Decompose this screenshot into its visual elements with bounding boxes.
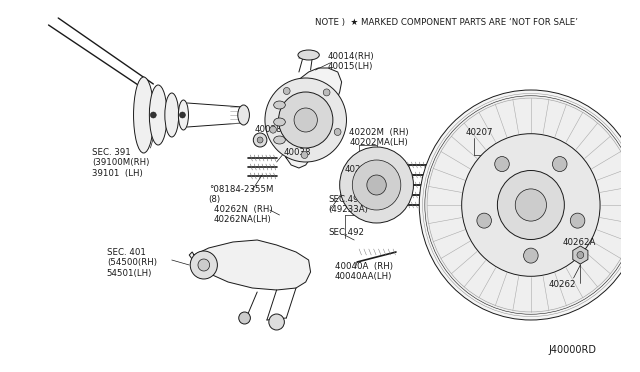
Ellipse shape <box>179 100 188 130</box>
Circle shape <box>269 126 276 133</box>
Ellipse shape <box>274 136 285 144</box>
Circle shape <box>577 251 584 259</box>
Text: SEC. 391
(39100M(RH)
39101  (LH): SEC. 391 (39100M(RH) 39101 (LH) <box>92 148 150 178</box>
Ellipse shape <box>150 112 156 118</box>
Text: SEC. 401
(54500(RH)
54501(LH): SEC. 401 (54500(RH) 54501(LH) <box>107 248 157 278</box>
Circle shape <box>515 189 547 221</box>
Circle shape <box>419 90 640 320</box>
Polygon shape <box>280 90 312 168</box>
Circle shape <box>495 157 509 171</box>
Text: 40038C: 40038C <box>254 125 288 134</box>
Text: 40262A: 40262A <box>563 238 596 247</box>
Ellipse shape <box>165 93 179 137</box>
Ellipse shape <box>274 101 285 109</box>
Text: ★: ★ <box>376 163 385 173</box>
Circle shape <box>461 134 600 276</box>
Circle shape <box>352 160 401 210</box>
Circle shape <box>340 147 413 223</box>
Ellipse shape <box>298 50 319 60</box>
Circle shape <box>269 314 284 330</box>
Circle shape <box>294 108 317 132</box>
Polygon shape <box>189 240 310 290</box>
Text: 40207: 40207 <box>466 128 493 137</box>
Circle shape <box>257 137 263 143</box>
Text: 40014(RH)
40015(LH): 40014(RH) 40015(LH) <box>328 52 374 71</box>
Text: 40262N  (RH)
40262NA(LH): 40262N (RH) 40262NA(LH) <box>214 205 272 224</box>
Text: NOTE )  ★ MARKED COMPONENT PARTS ARE ‘NOT FOR SALE’: NOTE ) ★ MARKED COMPONENT PARTS ARE ‘NOT… <box>316 18 579 27</box>
Circle shape <box>253 133 267 147</box>
Circle shape <box>265 78 346 162</box>
Circle shape <box>301 151 308 158</box>
Circle shape <box>190 251 218 279</box>
Ellipse shape <box>149 85 167 145</box>
Polygon shape <box>289 68 342 122</box>
Ellipse shape <box>274 118 285 126</box>
Circle shape <box>497 170 564 240</box>
Ellipse shape <box>134 77 154 153</box>
Ellipse shape <box>180 112 186 118</box>
Circle shape <box>367 175 387 195</box>
Circle shape <box>425 96 637 314</box>
Text: 40262: 40262 <box>548 280 576 289</box>
Text: 40040A  (RH)
40040AA(LH): 40040A (RH) 40040AA(LH) <box>335 262 393 281</box>
Polygon shape <box>573 246 588 264</box>
Circle shape <box>278 92 333 148</box>
Circle shape <box>334 128 341 135</box>
Text: SEC.492
(49233A): SEC.492 (49233A) <box>328 195 368 214</box>
Circle shape <box>570 213 585 228</box>
Text: SEC.492: SEC.492 <box>328 228 364 237</box>
Circle shape <box>524 248 538 263</box>
Text: °08184-2355M
(8): °08184-2355M (8) <box>209 185 273 204</box>
Text: 40202M  (RH)
40202MA(LH): 40202M (RH) 40202MA(LH) <box>349 128 409 147</box>
Circle shape <box>552 157 567 171</box>
Ellipse shape <box>238 105 250 125</box>
Circle shape <box>477 213 492 228</box>
Text: J40000RD: J40000RD <box>549 345 597 355</box>
Text: 40222: 40222 <box>344 165 372 174</box>
Circle shape <box>284 87 290 94</box>
Text: 40038: 40038 <box>284 148 311 157</box>
Circle shape <box>239 312 250 324</box>
Circle shape <box>323 89 330 96</box>
Circle shape <box>198 259 210 271</box>
